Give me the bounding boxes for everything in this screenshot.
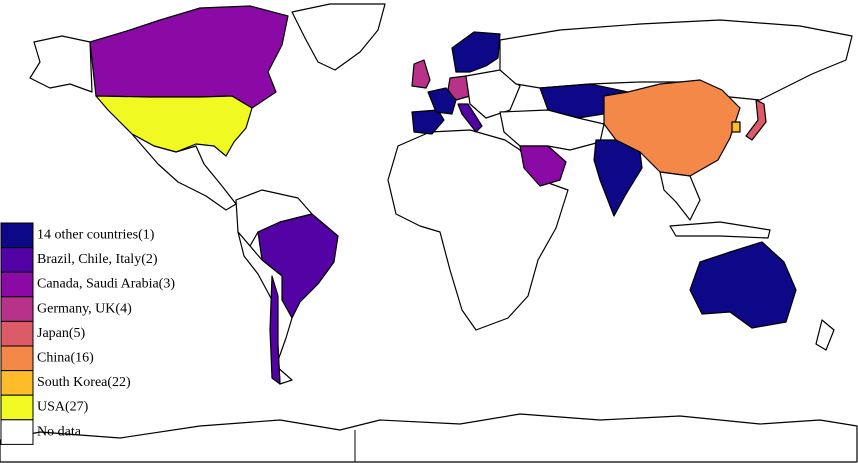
country [731,121,741,133]
legend-swatch [0,394,34,421]
country [659,171,701,221]
country [457,103,483,133]
country [29,35,93,93]
legend-swatch [0,320,34,347]
legend-label: Brazil, Chile, Italy(2) [37,252,158,267]
legend-label: China(16) [37,351,94,366]
legend-swatch [0,296,34,322]
legend: 14 other countries(1) Brazil, Chile, Ital… [0,222,175,445]
legend-label: Japan(5) [37,326,86,341]
legend-swatch [0,271,34,298]
country [427,87,457,115]
country [411,59,431,89]
legend-label: USA(27) [37,400,89,415]
country [411,109,445,135]
country [593,139,643,217]
country [387,129,569,331]
country [0,413,858,463]
legend-swatch [0,345,34,372]
country [131,133,237,211]
countries [0,3,858,463]
country [451,31,501,73]
country [89,5,289,109]
country [447,75,471,101]
legend-swatch [0,222,34,249]
country [669,221,771,239]
country [291,3,386,71]
legend-swatch [0,419,34,445]
country [95,95,253,157]
legend-label: Germany, UK(4) [37,301,132,316]
legend-swatch [0,247,34,273]
legend-label: 14 other countries(1) [37,228,155,243]
legend-label: South Korea(22) [37,375,131,390]
country [499,109,605,151]
legend-label: Canada, Saudi Arabia(3) [37,277,175,292]
country [269,275,281,385]
country [745,99,767,141]
country [499,19,853,101]
legend-label: No data [37,424,82,439]
country [815,319,835,351]
legend-swatch [0,370,34,396]
country [689,241,797,329]
country [519,145,567,187]
